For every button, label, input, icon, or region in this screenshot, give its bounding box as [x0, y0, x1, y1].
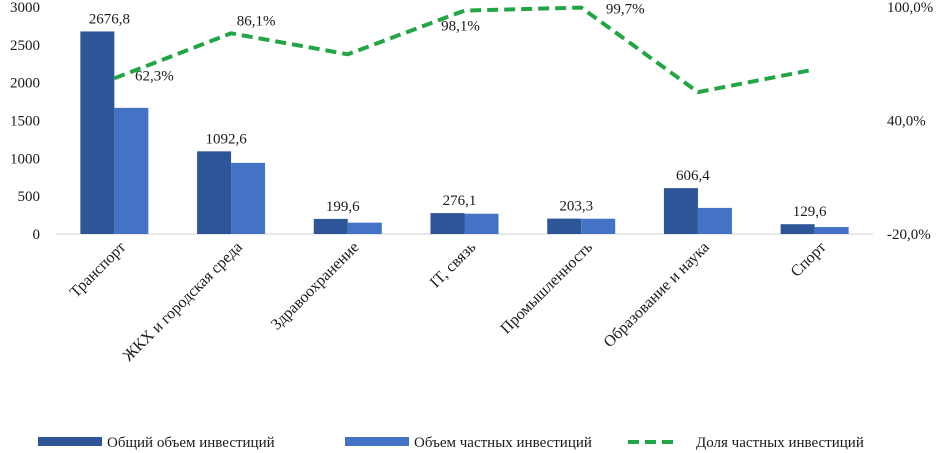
left-tick-label: 500: [18, 189, 41, 205]
bar-total-investment: [197, 151, 232, 234]
bar-data-labels: 2676,8 1092,6 199,6 276,1 203,3 606,4 129,6: [89, 11, 827, 220]
bars: [80, 31, 849, 234]
bar-value-label: 129,6: [793, 204, 827, 220]
legend-swatch: [38, 437, 102, 446]
category-label: Здравоохранение: [268, 239, 363, 334]
legend-swatch: [345, 437, 409, 446]
left-tick-label: 1000: [10, 151, 40, 167]
bar-private-investment: [697, 207, 732, 234]
right-tick-label: -20,0%: [887, 227, 931, 243]
bar-value-label: 276,1: [443, 193, 477, 209]
bar-value-label: 203,3: [559, 199, 593, 215]
left-tick-label: 1500: [10, 114, 40, 130]
line-data-labels: 62,3% 86,1% 98,1% 99,7%: [135, 2, 645, 85]
bar-private-investment: [464, 213, 499, 234]
bar-total-investment: [547, 218, 582, 234]
left-axis-ticks: 0 500 1000 1500 2000 2500 3000: [10, 0, 40, 243]
bar-private-investment: [347, 222, 382, 234]
legend-label: Общий объем инвестиций: [107, 435, 275, 451]
line-value-label: 86,1%: [237, 13, 276, 29]
category-label: Образование и наука: [601, 239, 713, 351]
line-value-label: 62,3%: [135, 68, 174, 84]
category-label: Транспорт: [67, 239, 129, 301]
category-label: IT, связь: [427, 239, 480, 292]
line-value-label: 98,1%: [441, 19, 480, 35]
category-label: Спорт: [788, 239, 830, 281]
right-axis-ticks: -20,0% 40,0% 100,0%: [887, 0, 933, 243]
legend-label: Объем частных инвестиций: [414, 435, 592, 451]
legend: Общий объем инвестиций Объем частных инве…: [38, 435, 864, 451]
left-tick-label: 2000: [10, 76, 40, 92]
right-tick-label: 100,0%: [887, 0, 933, 16]
bar-total-investment: [80, 31, 115, 234]
bar-private-investment: [814, 227, 849, 234]
right-tick-label: 40,0%: [887, 114, 926, 130]
left-tick-label: 2500: [10, 38, 40, 54]
bar-total-investment: [313, 218, 348, 234]
category-label: ЖКХ и городская среда: [120, 239, 246, 365]
bar-private-investment: [114, 107, 149, 234]
bar-value-label: 199,6: [326, 199, 360, 215]
bar-value-label: 1092,6: [205, 131, 247, 147]
share-line-path: [113, 5, 816, 95]
left-tick-label: 3000: [10, 0, 40, 16]
bar-value-label: 606,4: [676, 168, 710, 184]
category-label: Промышленность: [497, 239, 596, 338]
left-tick-label: 0: [33, 227, 41, 243]
bar-total-investment: [780, 224, 815, 234]
bar-value-label: 2676,8: [89, 11, 130, 27]
bar-private-investment: [581, 218, 616, 234]
bar-private-investment: [231, 162, 266, 234]
bar-total-investment: [663, 188, 698, 234]
share-line: [113, 5, 816, 95]
line-value-label: 99,7%: [606, 2, 645, 18]
bar-total-investment: [430, 213, 465, 234]
legend-label: Доля частных инвестиций: [696, 435, 864, 451]
